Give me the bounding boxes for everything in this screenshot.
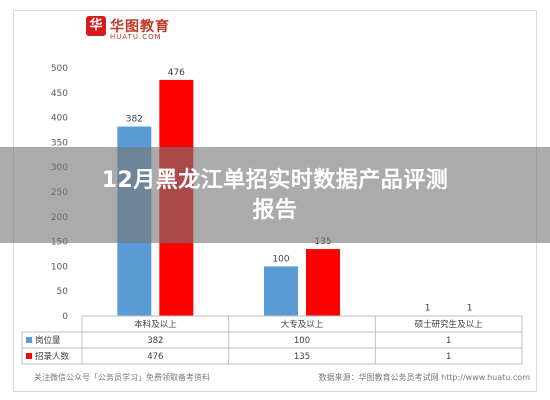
legend-entry: 岗位量 xyxy=(35,335,61,346)
y-tick-label: 350 xyxy=(51,138,68,148)
table-value: 476 xyxy=(147,352,163,362)
footer-left: 关注微信公众号「公务员学习」免费领取备考资料 xyxy=(34,373,210,382)
data-label: 1 xyxy=(467,304,473,314)
y-tick-label: 100 xyxy=(51,262,68,272)
legend-swatch xyxy=(26,337,32,343)
category-label: 大专及以上 xyxy=(281,319,324,330)
logo-sub: HUATU.COM xyxy=(110,33,162,41)
bar-recruits xyxy=(306,249,340,316)
bar-positions xyxy=(264,266,298,316)
legend-swatch xyxy=(26,353,32,359)
title-line-2: 报告 xyxy=(252,198,298,223)
y-tick-label: 400 xyxy=(51,114,68,124)
logo-text: 华图教育 xyxy=(110,19,170,35)
category-label: 硕士研究生及以上 xyxy=(415,319,484,330)
table-value: 1 xyxy=(446,336,451,346)
y-tick-label: 500 xyxy=(51,64,68,74)
data-label: 100 xyxy=(272,254,289,264)
table-value: 382 xyxy=(147,336,163,346)
logo: 华 华图教育 HUATU.COM xyxy=(86,14,170,41)
table-value: 1 xyxy=(446,352,451,362)
y-tick-label: 50 xyxy=(57,287,69,297)
category-label: 本科及以上 xyxy=(134,319,177,330)
y-tick-label: 450 xyxy=(51,89,68,99)
data-label: 1 xyxy=(425,304,431,314)
legend-entry: 招录人数 xyxy=(35,351,70,362)
data-label: 382 xyxy=(126,115,143,125)
page-title: 12月黑龙江单招实时数据产品评测 报告 xyxy=(0,166,550,226)
data-label: 476 xyxy=(168,68,185,78)
footer-right: 数据来源：华图教育公务员考试网 http://www.huatu.com xyxy=(318,373,530,382)
title-line-1: 12月黑龙江单招实时数据产品评测 xyxy=(101,168,449,193)
logo-mark: 华 xyxy=(86,16,106,36)
y-tick-label: 0 xyxy=(62,312,68,322)
table-value: 135 xyxy=(294,352,310,362)
title-banner xyxy=(0,147,550,243)
table-value: 100 xyxy=(294,336,310,346)
